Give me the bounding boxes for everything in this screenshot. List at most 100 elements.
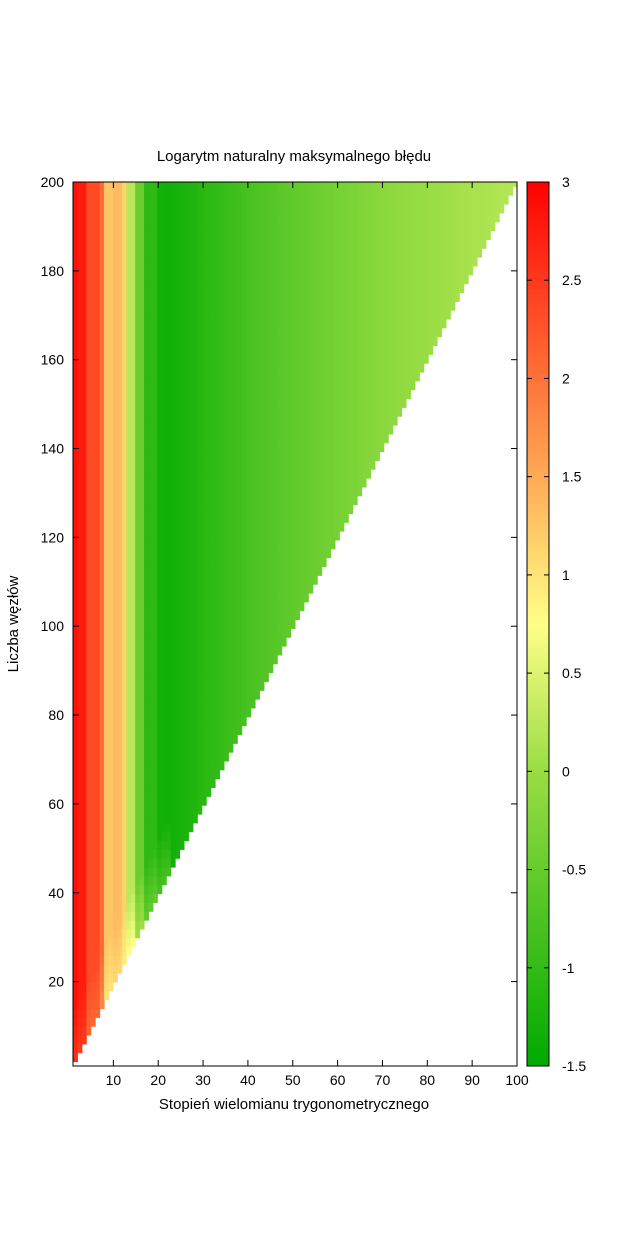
heatmap-cell xyxy=(77,230,83,240)
heatmap-cell xyxy=(201,575,207,585)
heatmap-cell xyxy=(312,372,318,382)
heatmap-cell xyxy=(152,575,158,585)
heatmap-cell xyxy=(90,928,96,939)
heatmap-cell xyxy=(343,212,349,223)
heatmap-cell xyxy=(77,425,83,435)
heatmap-cell xyxy=(379,186,385,196)
heatmap-cell xyxy=(295,182,300,187)
heatmap-cell xyxy=(286,389,292,400)
heatmap-cell xyxy=(232,593,238,603)
heatmap-cell xyxy=(144,522,149,532)
heatmap-cell xyxy=(357,186,363,196)
heatmap-cell xyxy=(188,822,194,833)
heatmap-cell xyxy=(161,557,167,568)
heatmap-cell xyxy=(99,566,105,576)
heatmap-cell xyxy=(161,540,167,550)
heatmap-cell xyxy=(144,451,149,461)
heatmap-cell xyxy=(419,292,425,302)
heatmap-cell xyxy=(166,867,172,877)
heatmap-cell xyxy=(286,372,292,382)
heatmap-cell xyxy=(112,787,118,797)
heatmap-cell xyxy=(357,433,363,444)
heatmap-cell xyxy=(152,283,158,293)
heatmap-cell xyxy=(268,610,274,621)
heatmap-cell xyxy=(135,407,141,417)
heatmap-cell xyxy=(112,433,118,444)
heatmap-cell xyxy=(99,619,105,629)
heatmap-cell xyxy=(170,442,176,453)
heatmap-cell xyxy=(157,265,163,276)
heatmap-cell xyxy=(81,955,87,965)
heatmap-cell xyxy=(135,805,141,815)
heatmap-cell xyxy=(135,884,141,895)
heatmap-cell xyxy=(197,274,203,285)
heatmap-cell xyxy=(401,283,407,293)
heatmap-cell xyxy=(379,230,385,240)
heatmap-cell xyxy=(77,831,83,842)
heatmap-cell xyxy=(441,204,447,214)
heatmap-cell xyxy=(90,681,96,691)
heatmap-cell xyxy=(108,619,114,629)
heatmap-cell xyxy=(152,787,158,797)
heatmap-cell xyxy=(290,469,296,479)
heatmap-cell xyxy=(246,182,252,187)
heatmap-cell xyxy=(263,513,269,523)
heatmap-cell xyxy=(170,637,176,647)
heatmap-cell xyxy=(192,478,198,488)
heatmap-cell xyxy=(259,495,265,506)
heatmap-cell xyxy=(219,743,225,753)
heatmap-cell xyxy=(108,433,114,444)
heatmap-cell xyxy=(250,637,256,647)
heatmap-cell xyxy=(121,928,127,939)
heatmap-cell xyxy=(219,610,225,621)
heatmap-cell xyxy=(86,257,92,267)
heatmap-cell xyxy=(263,646,269,656)
heatmap-cell xyxy=(161,840,167,850)
heatmap-cell xyxy=(95,566,101,576)
heatmap-cell xyxy=(126,248,132,258)
heatmap-cell xyxy=(184,610,189,621)
heatmap-cell xyxy=(135,654,141,665)
heatmap-cell xyxy=(206,584,212,594)
heatmap-cell xyxy=(112,239,118,249)
heatmap-cell xyxy=(317,478,323,488)
heatmap-cell xyxy=(255,478,260,488)
heatmap-cell xyxy=(210,778,216,789)
heatmap-cell xyxy=(108,416,114,426)
heatmap-cell xyxy=(139,672,145,682)
heatmap-cell xyxy=(383,425,389,435)
heatmap-cell xyxy=(223,707,229,718)
heatmap-cell xyxy=(161,486,167,497)
heatmap-cell xyxy=(112,725,118,735)
heatmap-cell xyxy=(139,893,145,903)
heatmap-cell xyxy=(192,398,198,408)
heatmap-cell xyxy=(135,372,141,382)
heatmap-cell xyxy=(121,743,127,753)
heatmap-cell xyxy=(81,469,87,479)
heatmap-cell xyxy=(170,584,176,594)
heatmap-cell xyxy=(259,389,265,400)
heatmap-cell xyxy=(286,336,292,347)
heatmap-cell xyxy=(161,354,167,364)
heatmap-cell xyxy=(379,389,385,400)
heatmap-cell xyxy=(77,858,83,868)
heatmap-cell xyxy=(161,283,167,293)
heatmap-cell xyxy=(77,319,83,329)
heatmap-cell xyxy=(130,310,136,320)
heatmap-cell xyxy=(201,557,207,568)
heatmap-cell xyxy=(121,221,127,232)
heatmap-cell xyxy=(263,593,269,603)
heatmap-cell xyxy=(219,186,225,196)
heatmap-cell xyxy=(263,451,269,461)
heatmap-cell xyxy=(215,637,221,647)
heatmap-cell xyxy=(99,725,105,735)
heatmap-cell xyxy=(210,769,216,780)
heatmap-cell xyxy=(219,752,225,762)
heatmap-cell xyxy=(179,212,185,223)
heatmap-cell xyxy=(268,513,274,523)
heatmap-cell xyxy=(397,354,403,364)
heatmap-cell xyxy=(121,814,127,824)
heatmap-cell xyxy=(459,274,465,285)
heatmap-cell xyxy=(117,920,123,930)
heatmap-cell xyxy=(90,265,96,276)
